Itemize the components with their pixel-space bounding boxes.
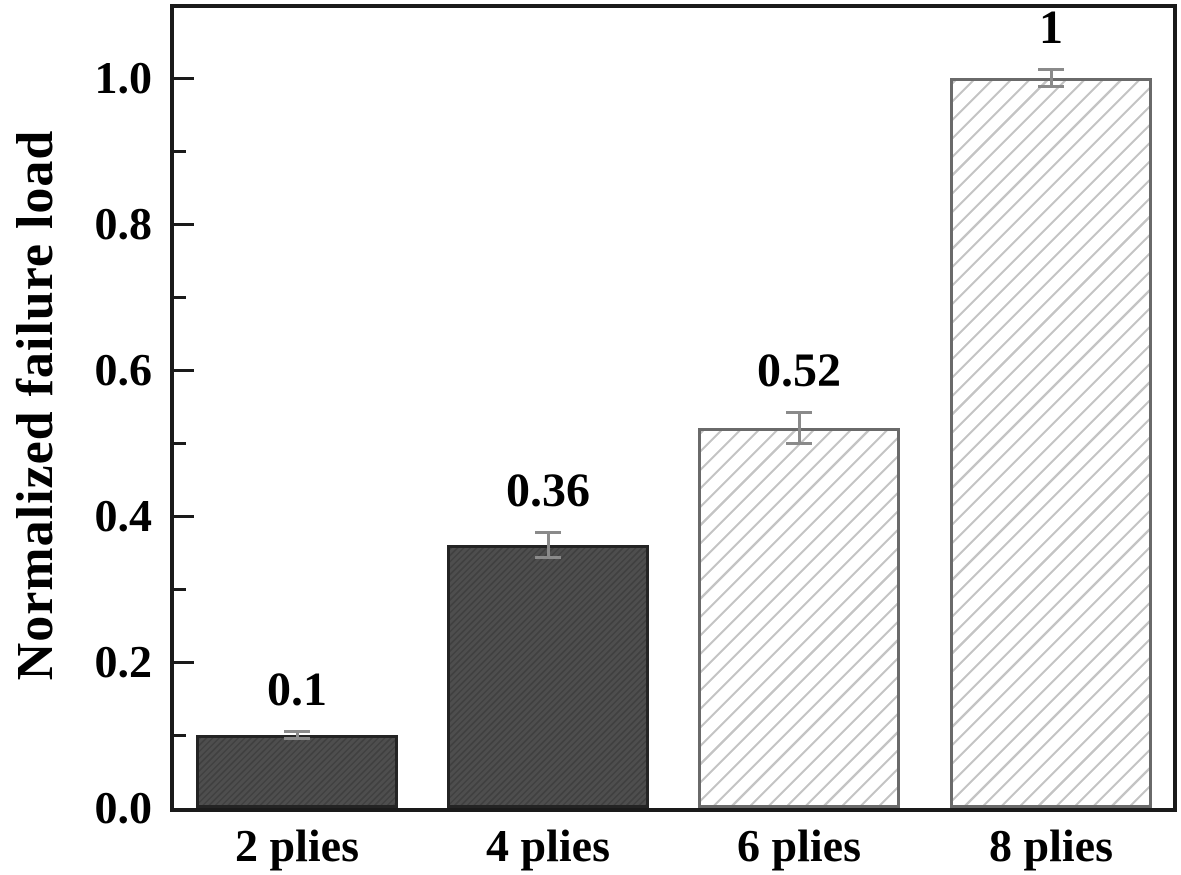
bar xyxy=(196,735,398,808)
error-bar-top-cap xyxy=(284,730,310,733)
y-tick-label: 1.0 xyxy=(94,52,153,103)
y-minor-tick-mark xyxy=(174,442,186,445)
bar xyxy=(447,545,649,808)
error-bar-top-cap xyxy=(786,411,812,414)
error-bar-stem xyxy=(546,532,550,558)
x-tick-label: 2 plies xyxy=(235,820,359,871)
x-tick-label: 4 plies xyxy=(486,820,610,871)
y-minor-tick-mark xyxy=(174,588,186,591)
x-tick-label: 6 plies xyxy=(737,820,861,871)
y-major-tick-mark xyxy=(174,223,194,226)
error-bar-stem xyxy=(797,412,801,444)
y-minor-tick-mark xyxy=(174,150,186,153)
y-major-tick-mark xyxy=(174,77,194,80)
error-bar-top-cap xyxy=(535,531,561,534)
plot-area: 0.1 0.36 0.52 1 xyxy=(170,1,1177,812)
error-bar-stem xyxy=(295,731,299,739)
bar-value-label: 0.1 xyxy=(267,663,327,716)
error-bar-bottom-cap xyxy=(284,737,310,740)
y-minor-tick-mark xyxy=(174,734,186,737)
error-bar-top-cap xyxy=(1038,68,1064,71)
bar-value-label: 0.52 xyxy=(757,344,841,397)
y-major-tick-mark xyxy=(174,515,194,518)
y-major-tick-mark xyxy=(174,661,194,664)
bar xyxy=(698,428,900,808)
error-bar-stem xyxy=(1049,69,1053,87)
y-tick-label: 0.2 xyxy=(94,636,153,687)
y-tick-label: 0.4 xyxy=(94,490,153,541)
bar xyxy=(950,78,1152,808)
y-tick-label: 0.0 xyxy=(94,782,153,833)
bar-value-label: 1 xyxy=(1039,1,1063,54)
y-major-tick-mark xyxy=(174,369,194,372)
bar-value-label: 0.36 xyxy=(506,464,590,517)
y-tick-label: 0.8 xyxy=(94,198,153,249)
error-bar-bottom-cap xyxy=(786,442,812,445)
x-tick-label: 8 plies xyxy=(989,820,1113,871)
error-bar-bottom-cap xyxy=(535,556,561,559)
error-bar-bottom-cap xyxy=(1038,85,1064,88)
y-tick-label: 0.6 xyxy=(94,344,153,395)
y-minor-tick-mark xyxy=(174,296,186,299)
